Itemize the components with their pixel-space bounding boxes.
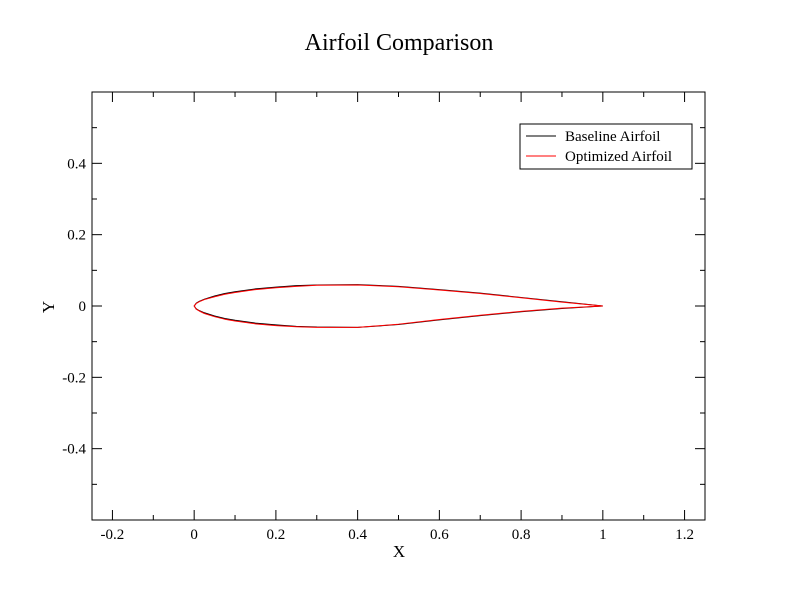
y-tick-label: -0.4 [62, 442, 86, 458]
x-tick-label: 0 [190, 527, 198, 543]
x-axis-label: X [393, 542, 405, 561]
legend-box [519, 123, 693, 170]
x-tick-label: 1.2 [675, 527, 694, 543]
x-tick-label: 1 [599, 527, 607, 543]
y-tick-label: 0 [79, 299, 87, 315]
x-tick-label: 0.6 [430, 527, 449, 543]
legend-label-optimized: Optimized Airfoil [565, 149, 672, 165]
y-tick-label: -0.2 [62, 370, 86, 386]
x-tick-label: 0.8 [512, 527, 531, 543]
axis-ticks [92, 92, 705, 520]
legend-label-baseline: Baseline Airfoil [565, 129, 660, 145]
chart-title: Airfoil Comparison [305, 30, 494, 56]
series-line-optimized [193, 284, 603, 328]
y-tick-label: 0.4 [67, 156, 86, 172]
series-layer [193, 284, 603, 328]
tick-labels: -0.2 0 0.2 0.4 0.6 0.8 1 1.2 -0.4 -0.2 0 0.2 0.4 [62, 156, 694, 543]
legend: Baseline Airfoil Optimized Airfoil [519, 123, 693, 170]
x-tick-label: 0.2 [267, 527, 286, 543]
y-tick-label: 0.2 [67, 228, 86, 244]
y-axis-label: Y [39, 301, 58, 313]
x-tick-label: 0.4 [348, 527, 367, 543]
x-tick-label: -0.2 [101, 527, 125, 543]
